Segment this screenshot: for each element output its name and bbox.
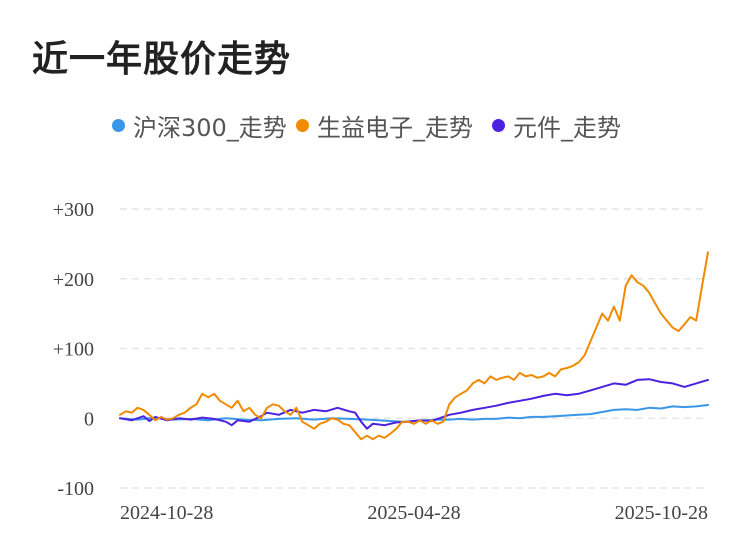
series-line-0 bbox=[119, 404, 709, 423]
legend-item-hs300[interactable]: 沪深300_走势 bbox=[112, 108, 287, 143]
legend-dot-yuanjian bbox=[492, 119, 505, 132]
y-tick-label: +100 bbox=[53, 339, 94, 361]
series-line-1 bbox=[119, 251, 709, 441]
y-tick-label: 0 bbox=[84, 408, 94, 430]
chart-title: 近一年股价走势 bbox=[32, 39, 292, 80]
grid-layer bbox=[120, 208, 708, 489]
legend-dot-hs300 bbox=[112, 119, 125, 132]
y-tick-label: +300 bbox=[53, 199, 94, 221]
x-tick-label: 2025-04-28 bbox=[367, 502, 460, 524]
legend-item-shengyi[interactable]: 生益电子_走势 bbox=[296, 108, 473, 143]
legend-item-yuanjian[interactable]: 元件_走势 bbox=[492, 108, 621, 143]
x-tick-label: 2024-10-28 bbox=[120, 502, 213, 524]
legend-dot-shengyi bbox=[296, 119, 309, 132]
legend-label-shengyi: 生益电子_走势 bbox=[317, 114, 473, 142]
y-axis: +300 +200 +100 0 -100 bbox=[53, 199, 94, 500]
x-axis: 2024-10-28 2025-04-28 2025-10-28 bbox=[120, 502, 708, 524]
series-layer bbox=[119, 251, 709, 441]
y-tick-label: -100 bbox=[57, 478, 94, 500]
legend-label-hs300: 沪深300_走势 bbox=[133, 114, 287, 142]
x-tick-label: 2025-10-28 bbox=[615, 502, 708, 524]
y-tick-label: +200 bbox=[53, 269, 94, 291]
chart-legend: 沪深300_走势 生益电子_走势 元件_走势 bbox=[0, 108, 750, 143]
series-line-2 bbox=[119, 378, 709, 430]
legend-label-yuanjian: 元件_走势 bbox=[513, 114, 621, 142]
